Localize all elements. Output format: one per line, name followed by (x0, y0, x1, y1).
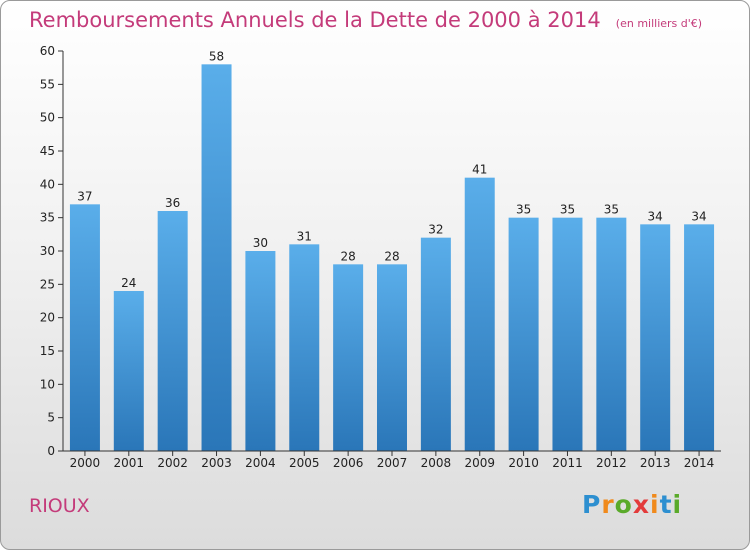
x-tick-label: 2003 (201, 456, 232, 470)
y-tick-label: 0 (47, 444, 55, 458)
x-tick-label: 2010 (508, 456, 539, 470)
x-tick-label: 2013 (640, 456, 671, 470)
logo-letter: i (672, 490, 683, 519)
bar-2008 (420, 237, 451, 451)
bar-2009 (464, 177, 495, 451)
bar-2004 (245, 251, 276, 451)
y-tick-label: 40 (40, 177, 55, 191)
bar-2014 (684, 224, 715, 451)
data-label: 36 (165, 196, 180, 210)
bar-2007 (377, 264, 407, 451)
x-tick-label: 2012 (596, 456, 627, 470)
x-tick-label: 2000 (70, 456, 101, 470)
y-tick-label: 10 (40, 377, 55, 391)
data-label: 58 (209, 49, 224, 63)
chart-subtitle: (en milliers d'€) (615, 17, 703, 30)
x-tick-label: 2009 (464, 456, 495, 470)
bar-2005 (289, 244, 320, 451)
data-label: 28 (384, 249, 399, 263)
y-tick-label: 60 (40, 44, 55, 58)
data-label: 35 (604, 203, 619, 217)
logo-letter: i (650, 490, 660, 519)
data-label: 30 (253, 236, 268, 250)
data-label: 24 (121, 276, 136, 290)
x-tick-label: 2004 (245, 456, 276, 470)
y-tick-label: 15 (40, 344, 55, 358)
x-tick-label: 2002 (157, 456, 188, 470)
data-label: 35 (560, 203, 575, 217)
bar-2000 (69, 204, 100, 451)
data-label: 28 (340, 249, 355, 263)
commune-name: RIOUX (29, 495, 90, 517)
bar-2001 (113, 291, 144, 451)
data-label: 41 (472, 163, 487, 177)
bar-2002 (157, 211, 188, 451)
data-label: 34 (691, 209, 706, 223)
x-tick-label: 2001 (114, 456, 145, 470)
x-tick-label: 2014 (684, 456, 715, 470)
x-tick-label: 2005 (289, 456, 320, 470)
y-tick-label: 55 (40, 77, 55, 91)
x-tick-label: 2006 (333, 456, 364, 470)
logo-letter: t (659, 490, 673, 519)
bar-2013 (640, 224, 671, 451)
y-tick-label: 35 (40, 211, 55, 225)
x-tick-label: 2007 (377, 456, 408, 470)
x-tick-label: 2008 (421, 456, 452, 470)
logo-letter: x (632, 490, 650, 519)
chart-title: Remboursements Annuels de la Dette de 20… (29, 8, 601, 32)
proxiti-logo[interactable]: Proxiti (582, 490, 682, 519)
bar-2006 (333, 264, 364, 451)
logo-letter: P (582, 490, 602, 519)
bar-2003 (201, 64, 232, 452)
data-label: 37 (77, 189, 92, 203)
y-tick-label: 50 (40, 111, 55, 125)
logo-letter: o (614, 490, 633, 519)
data-label: 31 (297, 229, 312, 243)
logo-letter: r (601, 490, 615, 519)
data-label: 32 (428, 223, 443, 237)
data-label: 34 (648, 209, 663, 223)
data-label: 35 (516, 203, 531, 217)
bar-2012 (596, 217, 627, 451)
y-tick-label: 30 (40, 244, 55, 258)
x-tick-label: 2011 (552, 456, 583, 470)
bar-2010 (508, 217, 539, 451)
y-tick-label: 20 (40, 311, 55, 325)
y-tick-label: 25 (40, 277, 55, 291)
bar-2011 (552, 217, 583, 451)
y-tick-label: 45 (40, 144, 55, 158)
y-tick-label: 5 (47, 411, 55, 425)
title-row: Remboursements Annuels de la Dette de 20… (29, 8, 702, 32)
